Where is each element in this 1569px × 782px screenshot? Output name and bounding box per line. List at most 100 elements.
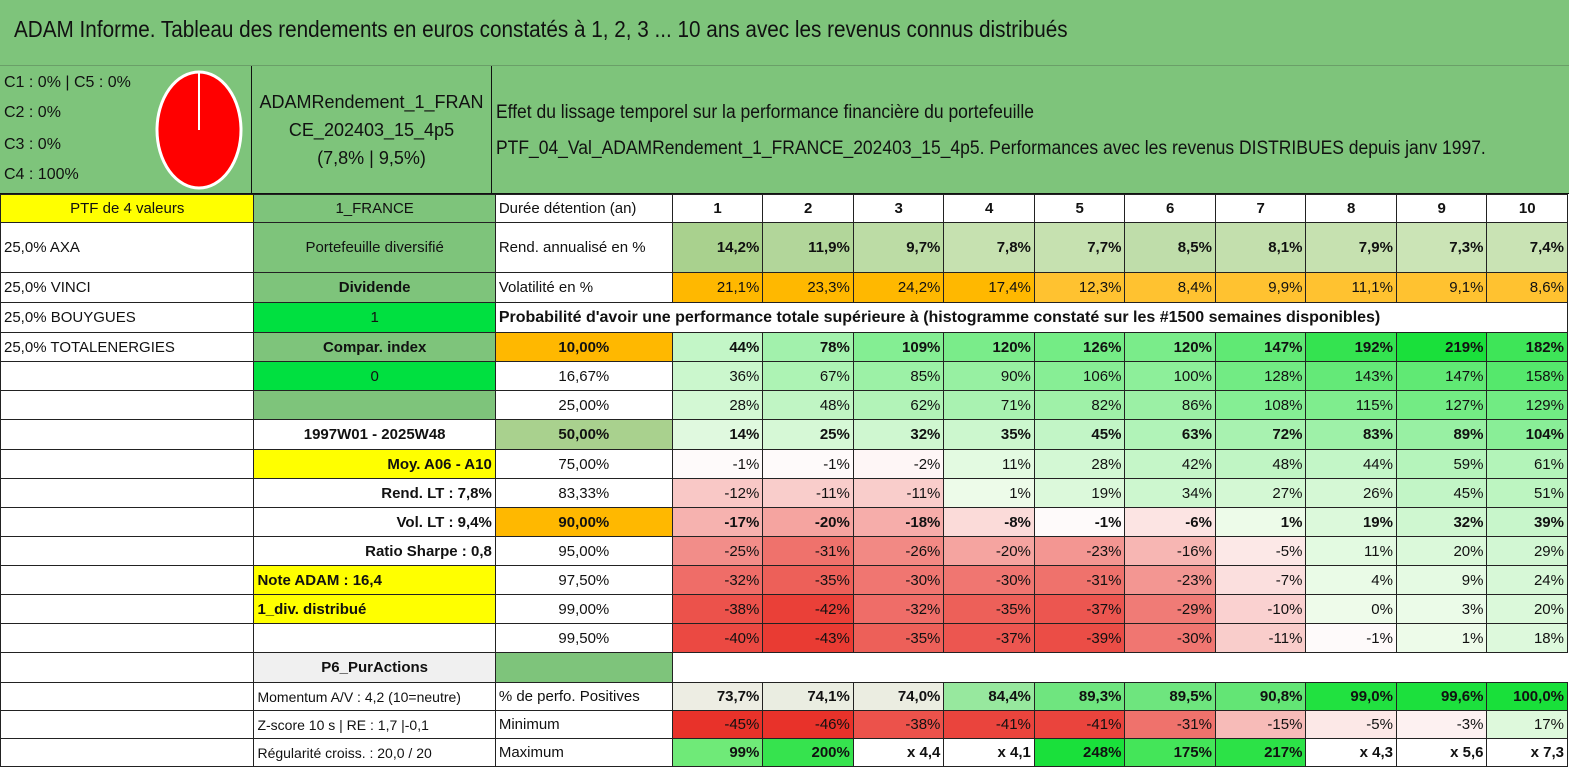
year-header-9[interactable]: 9 (1395, 194, 1488, 223)
probability-value[interactable]: -8% (943, 507, 1035, 537)
probability-value[interactable]: -25% (671, 536, 764, 566)
holding-duration-label[interactable]: Durée détention (an) (494, 194, 673, 223)
probability-level[interactable]: 25,00% (494, 390, 673, 420)
volatility-value[interactable]: 11,1% (1305, 272, 1397, 303)
probability-value[interactable]: 35% (943, 419, 1035, 450)
probability-level[interactable]: 90,00% (494, 507, 673, 537)
probability-title[interactable]: Probabilité d'avoir une performance tota… (494, 302, 1569, 333)
dividend-mode-cell[interactable]: 1_div. distribué (253, 594, 496, 624)
probability-value[interactable]: -16% (1124, 536, 1216, 566)
year-header-6[interactable]: 6 (1124, 194, 1216, 223)
volatility-label[interactable]: Volatilité en % (494, 272, 673, 303)
left-empty-cell[interactable] (0, 361, 255, 391)
probability-value[interactable]: -37% (943, 623, 1035, 653)
minimum-value[interactable]: 17% (1486, 710, 1568, 739)
year-header-5[interactable]: 5 (1033, 194, 1126, 223)
probability-value[interactable]: 147% (1214, 332, 1307, 362)
volatility-value[interactable]: 8,6% (1486, 272, 1568, 303)
minimum-value[interactable]: -45% (671, 710, 764, 739)
annual-return-value[interactable]: 7,3% (1395, 222, 1488, 273)
probability-value[interactable]: 36% (671, 361, 764, 391)
probability-value[interactable]: 9% (1395, 565, 1488, 595)
annual-return-value[interactable]: 8,5% (1124, 222, 1216, 273)
probability-value[interactable]: 29% (1486, 536, 1568, 566)
probability-value[interactable]: -30% (943, 565, 1035, 595)
long-term-return-cell[interactable]: Rend. LT : 7,8% (253, 478, 496, 508)
momentum-cell[interactable]: Momentum A/V : 4,2 (10=neutre) (253, 682, 496, 711)
probability-value[interactable]: -1% (1033, 507, 1126, 537)
probability-value[interactable]: 45% (1033, 419, 1126, 450)
probability-value[interactable]: 129% (1486, 390, 1568, 420)
probability-value[interactable]: -6% (1124, 507, 1216, 537)
probability-value[interactable]: 48% (1214, 449, 1307, 479)
maximum-value[interactable]: 175% (1124, 738, 1216, 767)
positive-perf-value[interactable]: 89,3% (1033, 682, 1126, 711)
minimum-value[interactable]: -41% (1033, 710, 1126, 739)
probability-value[interactable]: 45% (1395, 478, 1488, 508)
average-label-cell[interactable]: Moy. A06 - A10 (253, 449, 496, 479)
compare-index-label[interactable]: Compar. index (253, 332, 496, 362)
minimum-value[interactable]: -3% (1395, 710, 1488, 739)
probability-value[interactable]: 219% (1395, 332, 1488, 362)
maximum-value[interactable]: x 4,4 (852, 738, 945, 767)
probability-level[interactable]: 75,00% (494, 449, 673, 479)
probability-value[interactable]: -20% (943, 536, 1035, 566)
probability-value[interactable]: -35% (762, 565, 854, 595)
probability-value[interactable]: -26% (852, 536, 945, 566)
probability-value[interactable]: 115% (1305, 390, 1397, 420)
probability-value[interactable]: 19% (1033, 478, 1126, 508)
left-empty-cell[interactable] (0, 652, 255, 683)
probability-value[interactable]: 1% (943, 478, 1035, 508)
probability-value[interactable]: 20% (1395, 536, 1488, 566)
probability-value[interactable]: -38% (671, 594, 764, 624)
zscore-cell[interactable]: Z-score 10 s | RE : 1,7 |-0,1 (253, 710, 496, 739)
probability-value[interactable]: -23% (1124, 565, 1216, 595)
probability-value[interactable]: -43% (762, 623, 854, 653)
probability-value[interactable]: 143% (1305, 361, 1397, 391)
probability-value[interactable]: 19% (1305, 507, 1397, 537)
probability-value[interactable]: -5% (1214, 536, 1307, 566)
probability-value[interactable]: 18% (1486, 623, 1568, 653)
probability-value[interactable]: -7% (1214, 565, 1307, 595)
long-term-vol-cell[interactable]: Vol. LT : 9,4% (253, 507, 496, 537)
probability-level[interactable]: 99,00% (494, 594, 673, 624)
probability-level[interactable]: 99,50% (494, 623, 673, 653)
probability-level[interactable]: 50,00% (494, 419, 673, 450)
probability-value[interactable]: -11% (852, 478, 945, 508)
maximum-value[interactable]: 200% (762, 738, 854, 767)
volatility-value[interactable]: 12,3% (1033, 272, 1126, 303)
minimum-value[interactable]: -46% (762, 710, 854, 739)
probability-value[interactable]: 83% (1305, 419, 1397, 450)
probability-level[interactable]: 10,00% (494, 332, 673, 362)
probability-value[interactable]: 109% (852, 332, 945, 362)
probability-value[interactable]: 32% (1395, 507, 1488, 537)
left-empty-cell[interactable] (0, 594, 255, 624)
probability-value[interactable]: -31% (762, 536, 854, 566)
maximum-value[interactable]: x 4,1 (943, 738, 1035, 767)
annual-return-value[interactable]: 9,7% (852, 222, 945, 273)
probability-value[interactable]: 100% (1124, 361, 1216, 391)
volatility-value[interactable]: 24,2% (852, 272, 945, 303)
maximum-value[interactable]: 217% (1214, 738, 1307, 767)
year-header-2[interactable]: 2 (762, 194, 854, 223)
minimum-label[interactable]: Minimum (494, 710, 673, 739)
maximum-value[interactable]: 99% (671, 738, 764, 767)
regularity-cell[interactable]: Régularité croiss. : 20,0 / 20 (253, 738, 496, 767)
year-header-8[interactable]: 8 (1305, 194, 1397, 223)
probability-value[interactable]: 25% (762, 419, 854, 450)
probability-value[interactable]: 67% (762, 361, 854, 391)
probability-value[interactable]: 128% (1214, 361, 1307, 391)
left-empty-cell[interactable] (0, 623, 255, 653)
left-empty-cell[interactable] (0, 390, 255, 420)
probability-value[interactable]: -31% (1033, 565, 1126, 595)
probability-value[interactable]: 51% (1486, 478, 1568, 508)
year-header-10[interactable]: 10 (1486, 194, 1568, 223)
positive-perf-value[interactable]: 74,0% (852, 682, 945, 711)
probability-value[interactable]: -30% (1124, 623, 1216, 653)
probability-value[interactable]: 63% (1124, 419, 1216, 450)
probability-value[interactable]: 28% (1033, 449, 1126, 479)
probability-value[interactable]: 44% (1305, 449, 1397, 479)
positive-perf-value[interactable]: 89,5% (1124, 682, 1216, 711)
probability-level[interactable]: 95,00% (494, 536, 673, 566)
probability-value[interactable]: 1% (1214, 507, 1307, 537)
